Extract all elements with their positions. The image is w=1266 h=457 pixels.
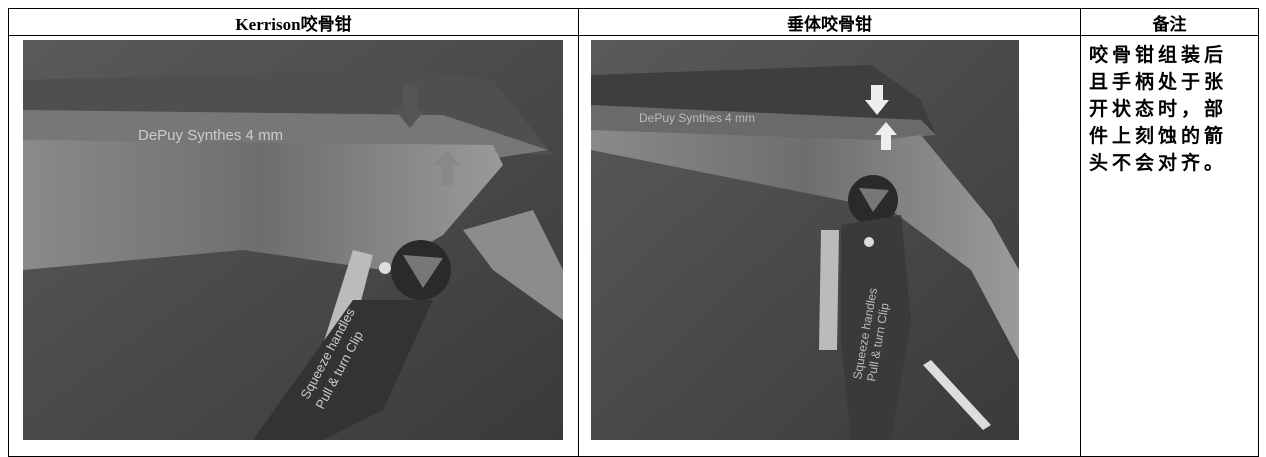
- shaft: [591, 130, 1019, 360]
- pin: [379, 262, 391, 274]
- arrow-down: [395, 85, 425, 128]
- arrow-down: [865, 85, 889, 115]
- handle-right: [463, 210, 563, 320]
- arrow-up: [434, 150, 460, 185]
- image-cell: DePuy Synthes 4 mm Squeeze handles Pull …: [8, 35, 579, 457]
- image-cell: DePuy Synthes 4 mm Squeeze handles Pull …: [578, 35, 1081, 457]
- page: Kerrison咬骨钳 垂体咬骨钳 备注: [8, 8, 1259, 457]
- shaft: [23, 140, 503, 270]
- clip: [819, 230, 839, 350]
- note-cell: 咬骨钳组装后且手柄处于张开状态时，部件上刻蚀的箭头不会对齐。: [1080, 35, 1259, 457]
- handle-lower: [253, 300, 433, 440]
- engraving: DePuy Synthes 4 mm: [639, 111, 755, 125]
- handle-lower: [841, 215, 911, 440]
- engraving: DePuy Synthes 4 mm: [138, 127, 283, 144]
- pivot-triangle: [403, 255, 443, 288]
- note-text: 咬骨钳组装后且手柄处于张开状态时，部件上刻蚀的箭头不会对齐。: [1089, 44, 1228, 174]
- header-cell: 垂体咬骨钳: [578, 8, 1081, 36]
- photo-pituitary: DePuy Synthes 4 mm Squeeze handles Pull …: [591, 40, 1019, 440]
- jaw-top: [591, 105, 936, 140]
- header-cell: Kerrison咬骨钳: [8, 8, 579, 36]
- body-row: DePuy Synthes 4 mm Squeeze handles Pull …: [8, 35, 1259, 457]
- ring: [923, 360, 991, 430]
- comparison-table: Kerrison咬骨钳 垂体咬骨钳 备注: [8, 8, 1259, 457]
- arrow-up: [875, 122, 897, 150]
- pivot-triangle: [859, 188, 889, 212]
- header-cell: 备注: [1080, 8, 1259, 36]
- pin: [864, 237, 874, 247]
- header-row: Kerrison咬骨钳 垂体咬骨钳 备注: [8, 8, 1259, 36]
- photo-kerrison: DePuy Synthes 4 mm Squeeze handles Pull …: [23, 40, 563, 440]
